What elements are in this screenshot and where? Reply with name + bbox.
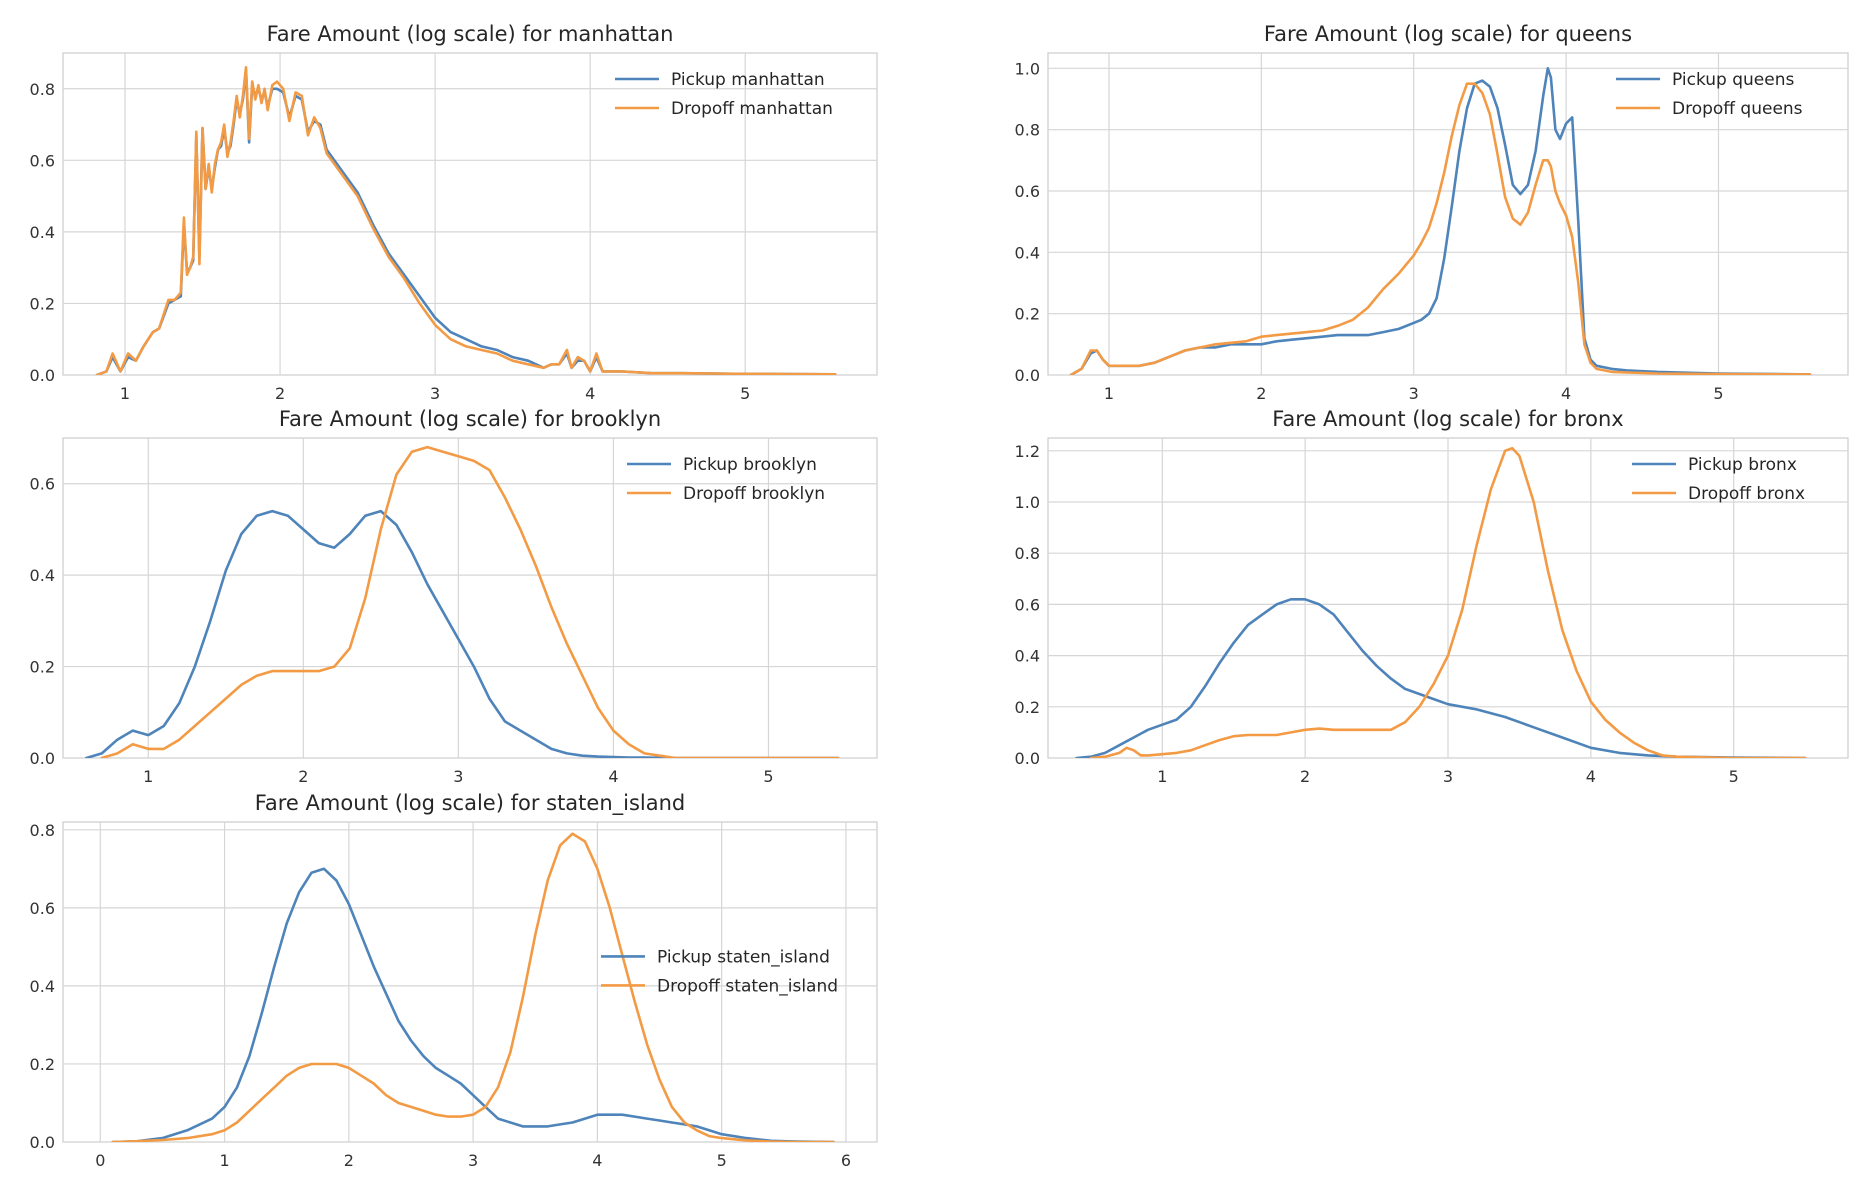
- series-line-pickup: [111, 867, 835, 1142]
- x-tick-label: 0: [95, 1151, 105, 1170]
- legend-label: Pickup manhattan: [671, 70, 825, 90]
- subplot-title: Fare Amount (log scale) for brooklyn: [279, 407, 661, 431]
- legend-label: Pickup queens: [1672, 70, 1794, 90]
- plot-area: [62, 437, 878, 759]
- y-tick-label: 0.4: [1015, 647, 1040, 666]
- legend: Pickup manhattan Dropoff manhattan: [615, 70, 833, 119]
- x-tick-label: 3: [453, 767, 463, 786]
- legend-label: Pickup brooklyn: [683, 455, 817, 475]
- x-tick-label: 4: [592, 1151, 602, 1170]
- y-tick-label: 0.8: [30, 80, 55, 99]
- y-tick-label: 0.4: [30, 977, 55, 996]
- y-tick-label: 0.2: [30, 294, 55, 313]
- series-line-dropoff: [1089, 446, 1807, 758]
- series-line-dropoff: [100, 445, 840, 758]
- legend: Pickup queens Dropoff queens: [1616, 70, 1803, 119]
- series-line-dropoff: [111, 832, 835, 1142]
- y-tick-label: 0.2: [1015, 305, 1040, 324]
- y-tick-label: 0.2: [1015, 698, 1040, 717]
- x-tick-label: 1: [1104, 384, 1114, 403]
- x-tick-label: 4: [585, 384, 595, 403]
- y-tick-label: 1.2: [1015, 442, 1040, 461]
- x-tick-label: 5: [763, 767, 773, 786]
- series-line-dropoff: [95, 66, 837, 375]
- y-tick-label: 0.4: [1015, 243, 1040, 262]
- subplot-title: Fare Amount (log scale) for manhattan: [267, 22, 674, 46]
- subplot-5: 0 1 2 3 4 5 6 0.0 0.2 0.4 0.6 0.8 Fare Amount (log s…: [30, 791, 878, 1170]
- x-tick-label: 1: [1157, 767, 1167, 786]
- legend-label: Dropoff brooklyn: [683, 484, 825, 504]
- subplot-title: Fare Amount (log scale) for staten_islan…: [255, 791, 686, 816]
- legend: Pickup brooklyn Dropoff brooklyn: [627, 455, 825, 504]
- legend-label: Pickup staten_island: [657, 947, 830, 967]
- legend-label: Dropoff manhattan: [671, 99, 833, 119]
- y-tick-label: 0.6: [30, 475, 55, 494]
- x-tick-label: 1: [143, 767, 153, 786]
- x-tick-label: 5: [717, 1151, 727, 1170]
- legend-label: Dropoff bronx: [1688, 484, 1805, 504]
- y-tick-label: 0.0: [30, 366, 55, 385]
- subplot-2: 1 2 3 4 5 0.0 0.2 0.4 0.6 0.8 1.0 Fare Amount (log …: [1015, 22, 1849, 403]
- x-tick-label: 6: [841, 1151, 851, 1170]
- subplot-1: 1 2 3 4 5 0.0 0.2 0.4 0.6 0.8 Fare Amount (log sca…: [30, 22, 878, 403]
- plot-area: [1047, 52, 1849, 376]
- y-tick-label: 1.0: [1015, 59, 1040, 78]
- subplot-4: 1 2 3 4 5 0.0 0.2 0.4 0.6 0.8 1.0 1.2 Fare Amount (l…: [1015, 407, 1849, 786]
- legend: Pickup staten_island Dropoff staten_islan…: [601, 947, 838, 996]
- y-tick-label: 0.8: [30, 821, 55, 840]
- y-tick-label: 0.8: [1015, 121, 1040, 140]
- x-tick-label: 2: [1300, 767, 1310, 786]
- legend-label: Pickup bronx: [1688, 455, 1797, 475]
- y-tick-label: 0.2: [30, 1055, 55, 1074]
- x-tick-label: 1: [120, 384, 130, 403]
- y-tick-label: 0.4: [30, 566, 55, 585]
- y-tick-label: 0.2: [30, 658, 55, 677]
- subplot-title: Fare Amount (log scale) for bronx: [1272, 407, 1623, 431]
- y-tick-label: 0.6: [1015, 182, 1040, 201]
- legend: Pickup bronx Dropoff bronx: [1632, 455, 1805, 504]
- y-tick-label: 0.6: [30, 899, 55, 918]
- x-tick-label: 5: [1713, 384, 1723, 403]
- x-tick-label: 1: [219, 1151, 229, 1170]
- x-tick-label: 4: [1561, 384, 1571, 403]
- series-line-pickup: [1075, 598, 1807, 758]
- series-line-dropoff: [1069, 82, 1812, 375]
- subplot-title: Fare Amount (log scale) for queens: [1264, 22, 1632, 46]
- y-tick-label: 0.0: [30, 1133, 55, 1152]
- y-tick-label: 0.8: [1015, 544, 1040, 563]
- y-tick-label: 0.4: [30, 223, 55, 242]
- y-tick-label: 0.0: [1015, 749, 1040, 768]
- y-tick-label: 0.6: [30, 151, 55, 170]
- x-tick-label: 2: [1256, 384, 1266, 403]
- x-tick-label: 5: [740, 384, 750, 403]
- legend-label: Dropoff queens: [1672, 99, 1803, 119]
- subplot-3: 1 2 3 4 5 0.0 0.2 0.4 0.6 Fare Amount (log scale)…: [30, 407, 878, 786]
- x-tick-label: 2: [344, 1151, 354, 1170]
- legend-label: Dropoff staten_island: [657, 976, 838, 996]
- plot-area: [62, 821, 878, 1143]
- x-tick-label: 4: [608, 767, 618, 786]
- y-tick-label: 0.6: [1015, 595, 1040, 614]
- y-tick-label: 0.0: [30, 749, 55, 768]
- x-tick-label: 3: [1443, 767, 1453, 786]
- series-line-pickup: [85, 509, 840, 758]
- x-tick-label: 3: [1409, 384, 1419, 403]
- y-tick-label: 0.0: [1015, 366, 1040, 385]
- x-tick-label: 2: [275, 384, 285, 403]
- x-tick-label: 2: [298, 767, 308, 786]
- x-tick-label: 3: [430, 384, 440, 403]
- x-tick-label: 4: [1586, 767, 1596, 786]
- x-tick-label: 3: [468, 1151, 478, 1170]
- y-tick-label: 1.0: [1015, 493, 1040, 512]
- x-tick-label: 5: [1729, 767, 1739, 786]
